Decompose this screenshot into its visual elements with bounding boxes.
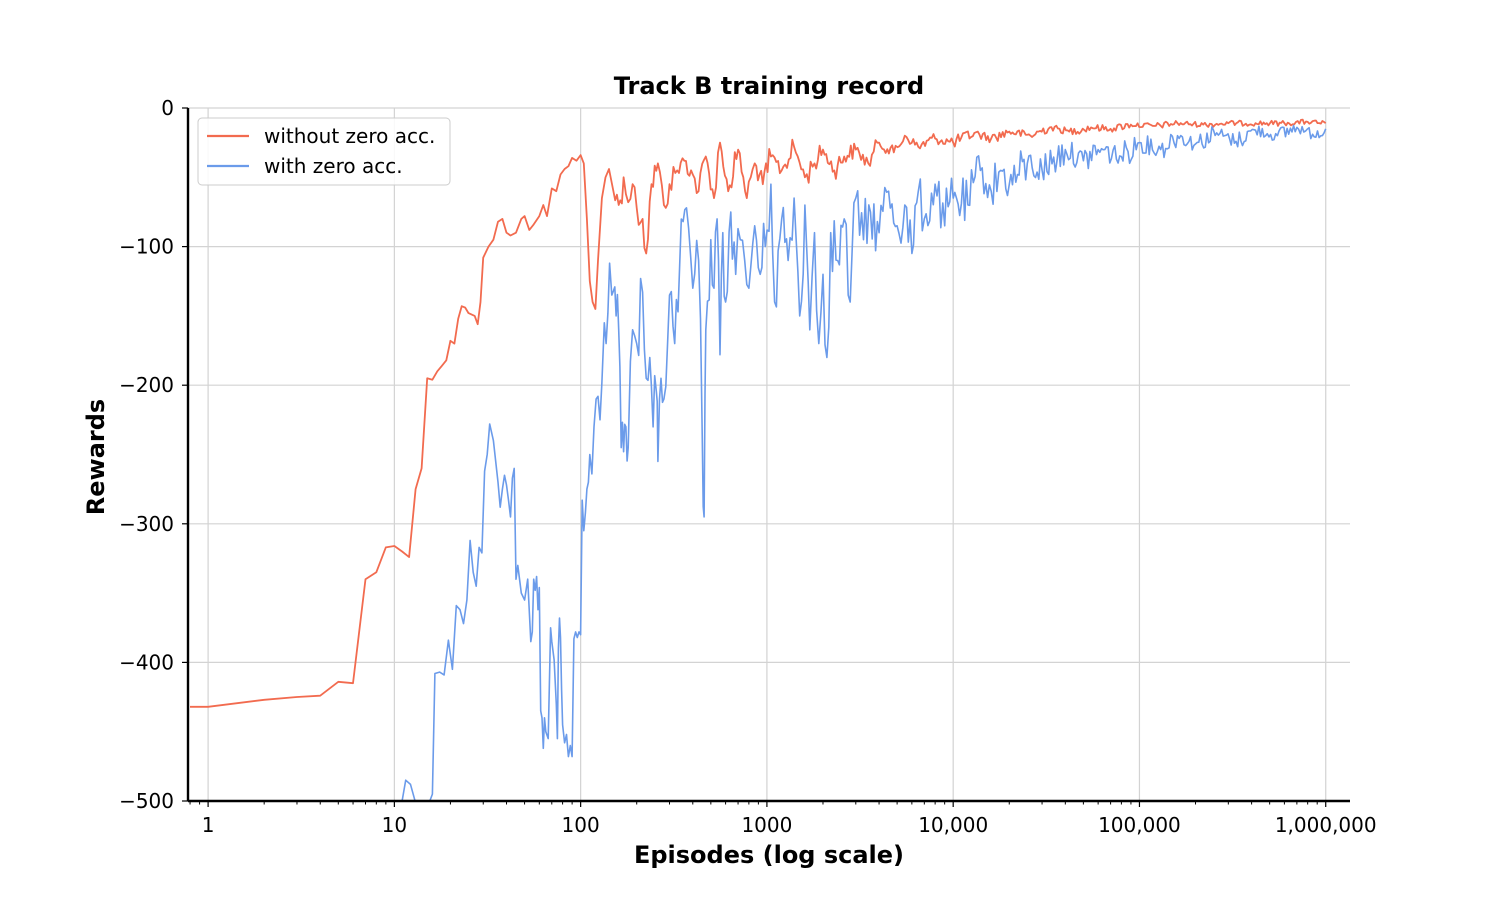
x-tick-label: 1	[202, 813, 215, 837]
x-tick-label: 100,000	[1098, 813, 1181, 837]
x-tick-label: 10,000	[918, 813, 988, 837]
x-axis-title: Episodes (log scale)	[634, 841, 904, 869]
chart-title: Track B training record	[614, 72, 924, 100]
y-tick-label: −400	[119, 650, 174, 674]
legend: without zero acc. with zero acc.	[197, 117, 451, 186]
legend-label-with-zero-acc: with zero acc.	[264, 154, 403, 178]
legend-box	[197, 117, 451, 186]
y-tick-label: −100	[119, 235, 174, 259]
x-tick-label: 100	[562, 813, 600, 837]
x-tick-label: 1000	[741, 813, 792, 837]
y-tick-label: −200	[119, 373, 174, 397]
y-tick-label: 0	[161, 96, 174, 120]
x-tick-label: 10	[382, 813, 407, 837]
axes	[182, 107, 1350, 807]
y-tick-label: −500	[119, 789, 174, 813]
series-line-with-zero-acc	[401, 124, 1327, 801]
y-axis-title: Rewards	[82, 399, 110, 515]
tick-labels: 1 10 100 1000 10,000 100,000 1,000,000 0 −100 −20…	[119, 96, 1377, 837]
series-line-without-zero-acc	[190, 118, 1327, 708]
series-lines	[190, 118, 1327, 801]
legend-label-without-zero-acc: without zero acc.	[264, 124, 435, 148]
x-tick-label: 1,000,000	[1275, 813, 1377, 837]
grid-lines	[188, 107, 1350, 801]
y-tick-label: −300	[119, 512, 174, 536]
